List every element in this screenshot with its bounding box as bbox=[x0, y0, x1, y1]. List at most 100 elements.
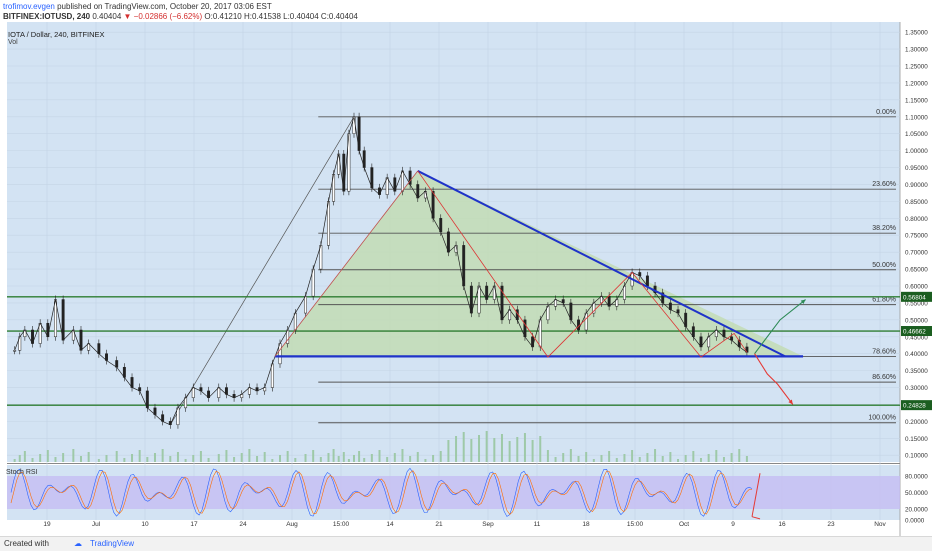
symbol-label: BITFINEX:IOTUSD, 240 bbox=[3, 12, 91, 21]
y-tick-label: 0.45000 bbox=[905, 334, 928, 341]
y-tick-label: 0.95000 bbox=[905, 165, 928, 172]
volume-bar bbox=[623, 454, 626, 462]
volume-bar bbox=[31, 458, 34, 462]
author-link[interactable]: trofimov.evgen bbox=[3, 2, 55, 11]
volume-bar bbox=[153, 453, 156, 462]
fib-level-label: 61.80% bbox=[872, 297, 896, 304]
volume-bar bbox=[600, 455, 603, 462]
volume-bar bbox=[115, 451, 118, 462]
volume-bar bbox=[39, 454, 42, 462]
volume-bar bbox=[342, 452, 345, 462]
volume-bar bbox=[337, 456, 340, 462]
volume-bar bbox=[684, 455, 687, 462]
volume-bar bbox=[531, 440, 534, 462]
price-level-badge bbox=[901, 291, 932, 302]
y-tick-label: 0.75000 bbox=[905, 233, 928, 240]
volume-bar bbox=[447, 440, 450, 462]
volume-bar bbox=[54, 457, 57, 462]
volume-bar bbox=[554, 457, 557, 462]
ohlc-values: O:0.41210 H:0.41538 L:0.40404 C:0.40404 bbox=[204, 12, 358, 21]
volume-bar bbox=[386, 457, 389, 462]
fib-trend-line bbox=[169, 116, 355, 425]
volume-bar bbox=[363, 458, 366, 462]
stoch-tick-label: 80.0000 bbox=[905, 474, 928, 481]
candle-body bbox=[13, 350, 17, 352]
volume-bar bbox=[161, 449, 164, 462]
volume-bar bbox=[256, 456, 259, 462]
candle-body bbox=[217, 387, 221, 398]
quote-line: BITFINEX:IOTUSD, 240 0.40404 ▼ −0.02866 … bbox=[3, 12, 358, 21]
y-tick-label: 0.85000 bbox=[905, 199, 928, 206]
x-tick-label: 14 bbox=[386, 521, 394, 528]
volume-bar bbox=[569, 449, 572, 462]
volume-bar bbox=[699, 458, 702, 462]
volume-bar bbox=[577, 456, 580, 462]
volume-bar bbox=[97, 459, 100, 462]
volume-bar bbox=[500, 434, 503, 462]
volume-bar bbox=[439, 451, 442, 462]
volume-bar bbox=[319, 457, 322, 462]
price-level-badge-label: 0.46662 bbox=[903, 329, 926, 336]
y-tick-label: 0.20000 bbox=[905, 419, 928, 426]
fib-level-label: 78.60% bbox=[872, 348, 896, 355]
volume-bar bbox=[286, 451, 289, 462]
y-tick-label: 1.10000 bbox=[905, 114, 928, 121]
chart-legend-title: IOTA / Dollar, 240, BITFINEX bbox=[8, 30, 105, 39]
volume-bar bbox=[240, 453, 243, 462]
x-tick-label: 17 bbox=[190, 521, 198, 528]
price-line bbox=[14, 116, 748, 426]
volume-bar bbox=[347, 459, 350, 462]
volume-bar bbox=[105, 455, 108, 462]
x-tick-label: 19 bbox=[43, 521, 51, 528]
last-price: 0.40404 bbox=[92, 12, 122, 21]
stoch-up-arrow bbox=[751, 473, 761, 517]
volume-bar bbox=[661, 456, 664, 462]
volume-bar bbox=[585, 452, 588, 462]
x-tick-label: 15:00 bbox=[627, 521, 644, 528]
volume-bar bbox=[199, 451, 202, 462]
price-axis-bg bbox=[900, 22, 932, 536]
fib-level-label: 23.60% bbox=[872, 181, 896, 188]
volume-bar bbox=[692, 451, 695, 462]
volume-bar bbox=[669, 452, 672, 462]
volume-bar bbox=[207, 458, 210, 462]
stoch-tick-label: 0.0000 bbox=[905, 518, 925, 525]
y-tick-label: 0.80000 bbox=[905, 216, 928, 223]
volume-bar bbox=[432, 455, 435, 462]
wave-zigzag bbox=[417, 170, 748, 358]
bearish-arrow bbox=[754, 353, 794, 405]
volume-bar bbox=[646, 453, 649, 462]
volume-bar bbox=[123, 458, 126, 462]
y-tick-label: 1.00000 bbox=[905, 148, 928, 155]
volume-bar bbox=[631, 450, 634, 462]
volume-bar bbox=[462, 432, 465, 462]
volume-bar bbox=[654, 449, 657, 462]
volume-bar bbox=[217, 454, 220, 462]
volume-bar bbox=[176, 452, 179, 462]
x-tick-label: Nov bbox=[874, 521, 886, 528]
stoch-d-line bbox=[10, 470, 753, 515]
volume-bar bbox=[677, 459, 680, 462]
triangle-upper-edge bbox=[417, 170, 786, 358]
y-tick-label: 0.55000 bbox=[905, 300, 928, 307]
bullish-arrow-head bbox=[800, 299, 806, 305]
volume-bar bbox=[327, 453, 330, 462]
candle-body bbox=[304, 295, 307, 314]
y-tick-label: 0.40000 bbox=[905, 351, 928, 358]
x-tick-label: 24 bbox=[239, 521, 247, 528]
volume-bar bbox=[279, 455, 282, 462]
volume-bar bbox=[138, 450, 141, 462]
stoch-down-arrow bbox=[751, 516, 761, 520]
tradingview-link[interactable]: TradingView bbox=[90, 539, 135, 548]
y-tick-label: 0.10000 bbox=[905, 453, 928, 460]
volume-bar bbox=[312, 450, 315, 462]
x-tick-label: Aug bbox=[286, 521, 298, 528]
stoch-k-line bbox=[10, 467, 753, 517]
volume-bar bbox=[409, 456, 412, 462]
volume-bar bbox=[225, 450, 228, 462]
volume-bar bbox=[370, 454, 373, 462]
y-tick-label: 0.65000 bbox=[905, 267, 928, 274]
price-change: ▼ −0.02866 (−6.62%) bbox=[123, 12, 203, 21]
volume-bar bbox=[608, 451, 611, 462]
